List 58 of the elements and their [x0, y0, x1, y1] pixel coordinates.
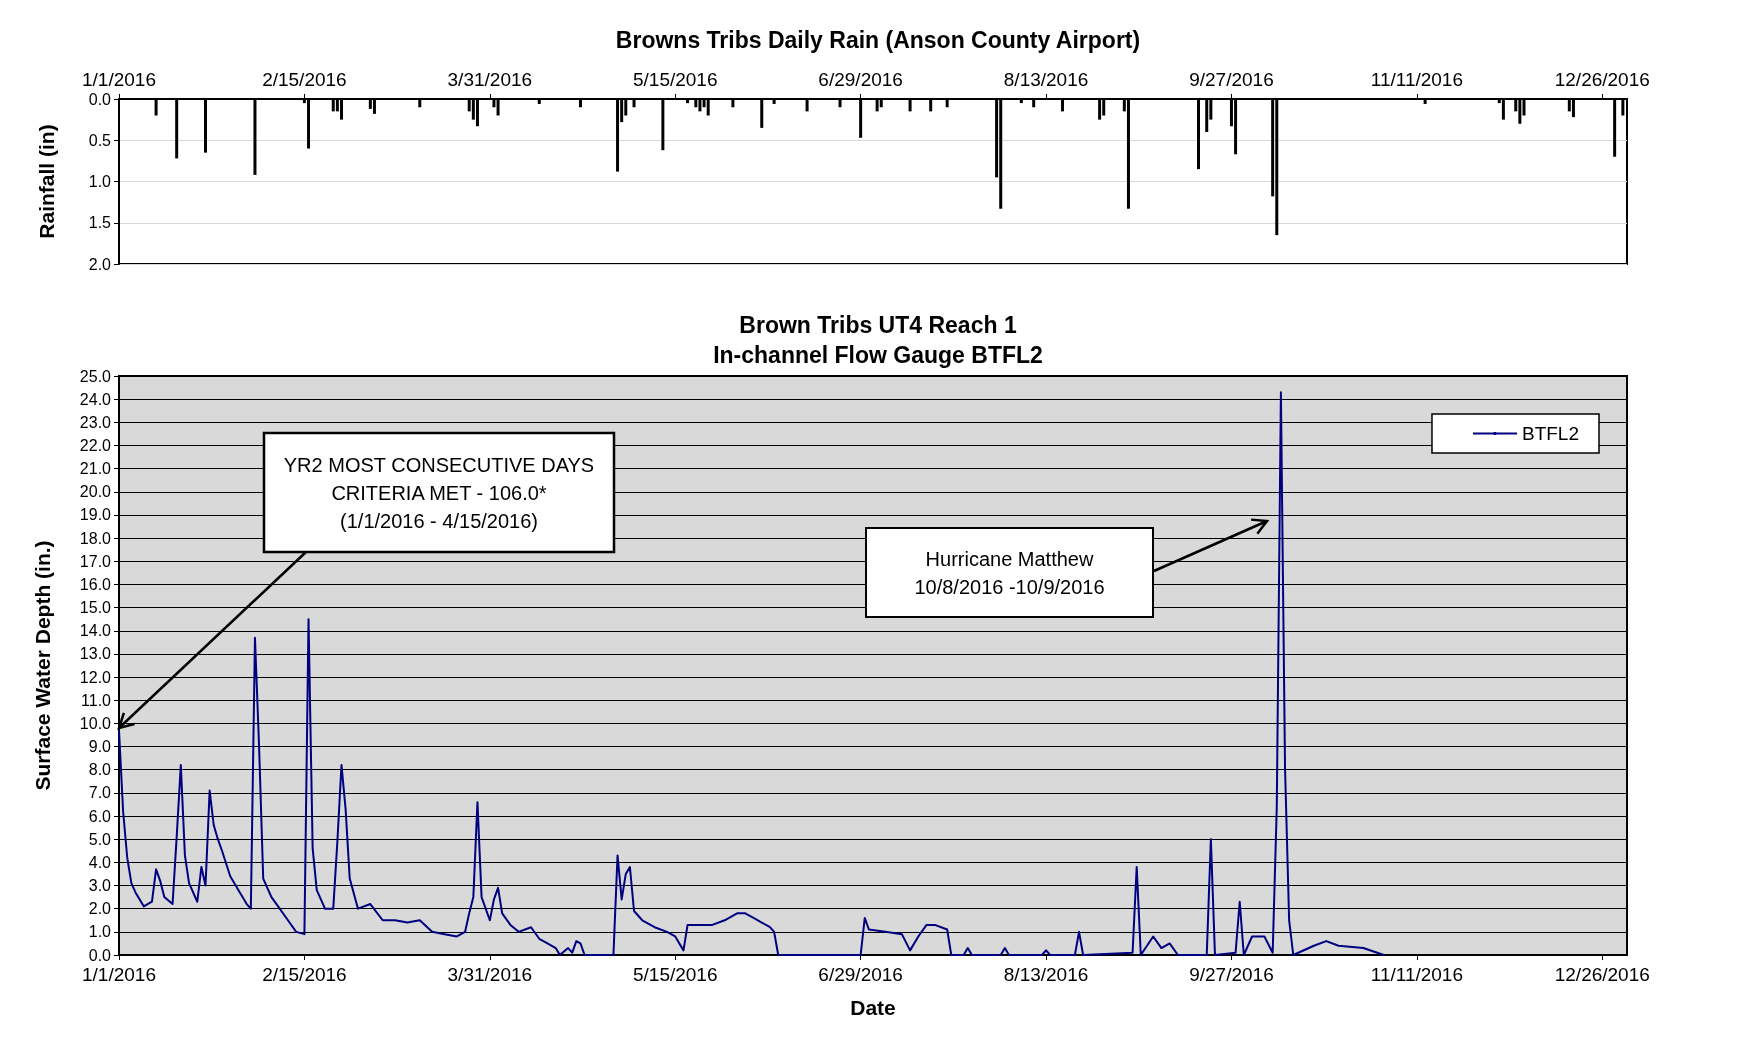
y-tick-label: 1.0 — [88, 173, 112, 190]
y-tick-label: 2.0 — [88, 900, 112, 918]
x-tick-label: 6/29/2016 — [818, 964, 903, 985]
chart-title: Brown Tribs UT4 Reach 1 In-channel Flow Gauge BTFL2 — [713, 312, 1043, 368]
y-tick-label: 17.0 — [79, 552, 112, 570]
y-tick-label: 16.0 — [79, 575, 112, 593]
y-tick-label: 4.0 — [88, 853, 112, 871]
y-tick-label: 20.0 — [79, 483, 112, 501]
y-tick-label: 24.0 — [79, 390, 112, 408]
note-box: Hurricane Matthew 10/8/2016 -10/9/2016 — [865, 527, 1154, 618]
y-tick-label: 10.0 — [79, 714, 112, 732]
x-tick-label: 5/15/2016 — [632, 69, 718, 90]
y-tick-label: 25.0 — [79, 367, 112, 385]
y-tick-label: 11.0 — [81, 691, 112, 709]
x-tick-label: 11/11/2016 — [1370, 69, 1464, 90]
annotation: YR2 MOST CONSECUTIVE DAYS CRITERIA MET - 106.0* (1/1/2016 - 4/15/2016) — [283, 453, 595, 532]
y-tick-label: 1.5 — [88, 214, 112, 232]
x-tick-label: 3/31/2016 — [447, 69, 533, 90]
x-tick-label: 1/1/2016 — [82, 964, 156, 985]
y-tick-label: 8.0 — [88, 761, 112, 779]
y-tick-label: 7.0 — [88, 784, 112, 802]
y-tick-label: 22.0 — [79, 436, 112, 454]
y-tick-label: 19.0 — [79, 506, 112, 524]
x-tick-label: 12/26/2016 — [1554, 964, 1650, 985]
x-tick-label: 9/27/2016 — [1189, 964, 1274, 985]
y-axis-title: Rainfall (in) — [35, 124, 58, 239]
y-tick-label: 1.0 — [88, 923, 112, 941]
y-tick-label: 14.0 — [79, 622, 112, 640]
y-tick-label: 0.0 — [88, 946, 112, 964]
x-tick-label: 8/13/2016 — [1003, 69, 1089, 90]
y-tick-label: 3.0 — [88, 877, 112, 895]
y-tick-label: 15.0 — [79, 599, 112, 617]
y-tick-label: 5.0 — [88, 830, 112, 848]
x-tick-label: 9/27/2016 — [1189, 69, 1274, 90]
x-tick-label: 11/11/2016 — [1370, 964, 1464, 985]
x-axis-title: Date — [850, 996, 896, 1019]
legend-label: BTFL2 — [1521, 423, 1580, 444]
x-tick-label: 3/31/2016 — [447, 964, 533, 985]
line-series — [118, 391, 1385, 956]
x-tick-label: 1/1/2016 — [82, 69, 156, 90]
y-tick-label: 12.0 — [79, 668, 112, 686]
chart-title: Browns Tribs Daily Rain (Anson County Airport) — [615, 27, 1141, 53]
x-tick-label: 2/15/2016 — [262, 964, 347, 985]
y-tick-label: 2.0 — [88, 255, 112, 273]
x-tick-label: 2/15/2016 — [262, 69, 347, 90]
y-tick-label: 0.0 — [88, 90, 112, 108]
y-tick-label: 6.0 — [88, 807, 112, 825]
x-tick-label: 5/15/2016 — [632, 964, 718, 985]
y-tick-label: 18.0 — [79, 529, 112, 547]
y-tick-label: 21.0 — [79, 460, 112, 478]
y-tick-label: 9.0 — [88, 738, 112, 756]
x-tick-label: 12/26/2016 — [1554, 69, 1650, 90]
y-axis-title: Surface Water Depth (in.) — [31, 540, 54, 791]
y-tick-label: 23.0 — [79, 413, 112, 431]
x-tick-label: 6/29/2016 — [818, 69, 903, 90]
x-tick-label: 8/13/2016 — [1003, 964, 1089, 985]
y-tick-label: 13.0 — [79, 645, 112, 663]
y-tick-label: 0.5 — [88, 131, 112, 149]
